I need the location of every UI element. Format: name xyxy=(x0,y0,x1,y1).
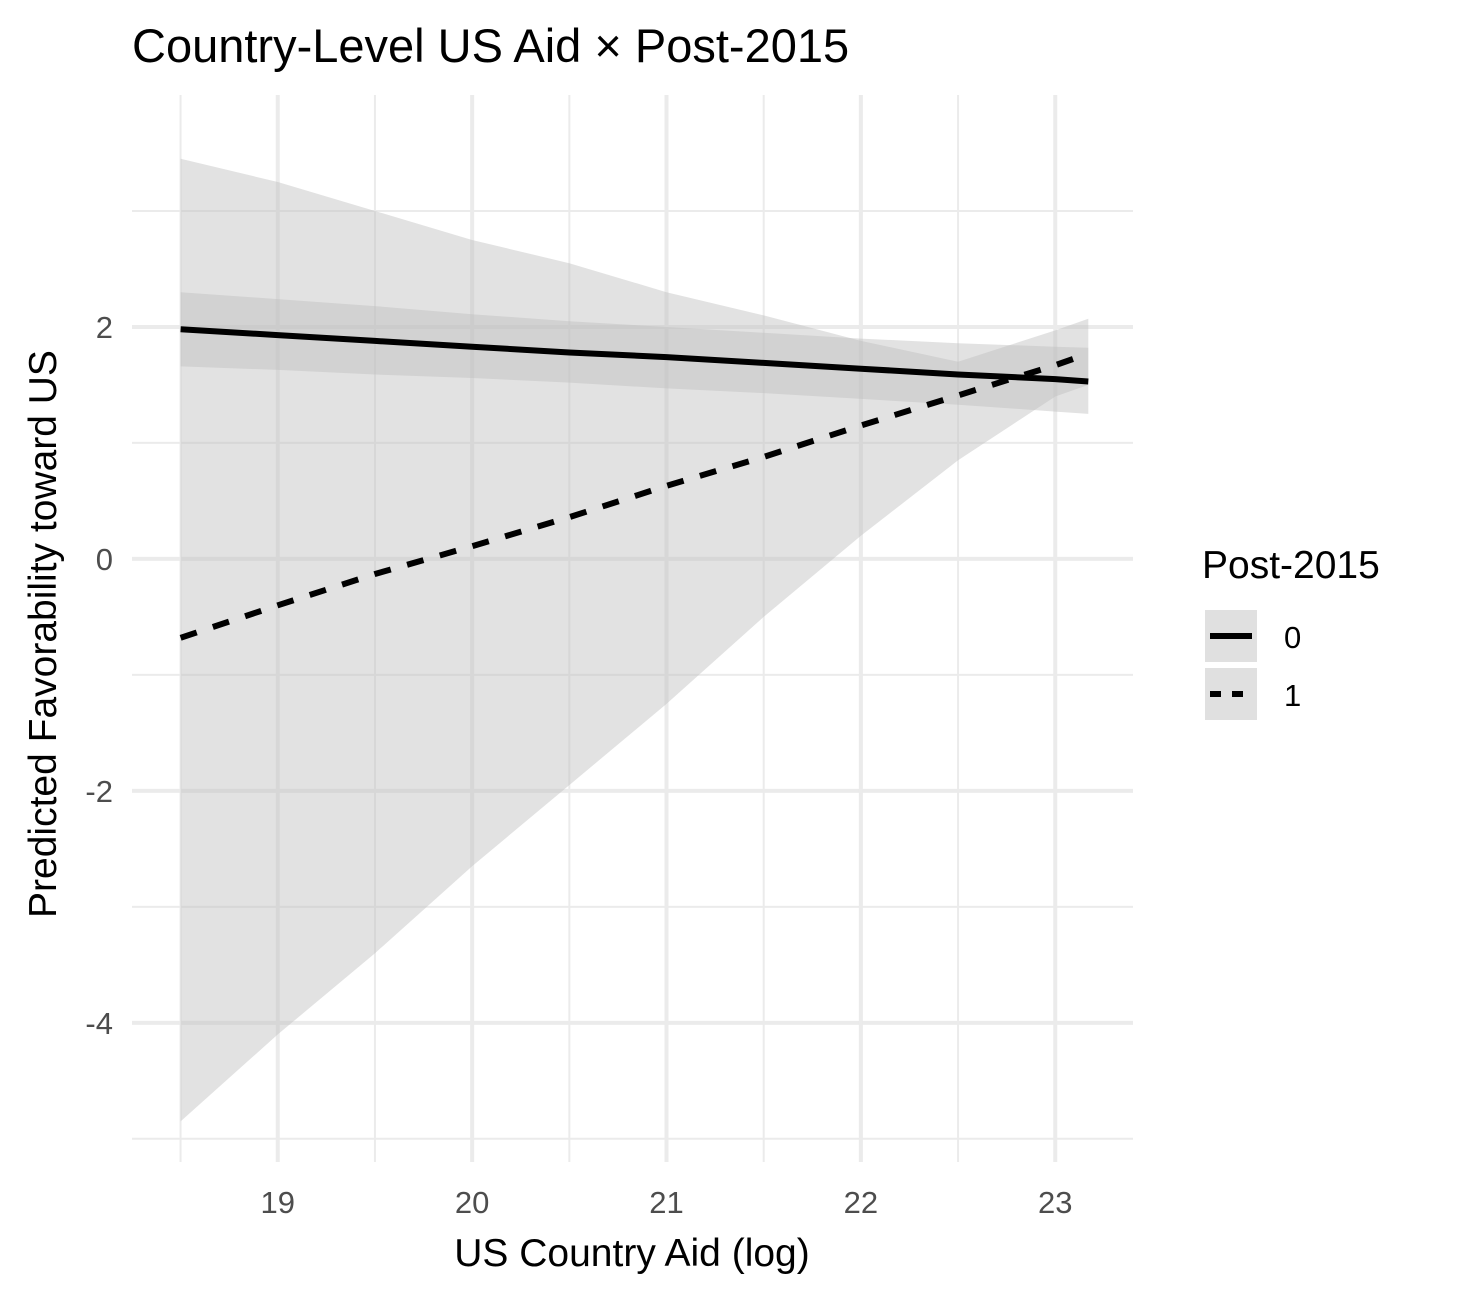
y-tick-label: 0 xyxy=(96,542,113,577)
x-tick-label: 23 xyxy=(1038,1185,1072,1220)
y-tick-label: -4 xyxy=(85,1006,113,1041)
y-tick-label: -2 xyxy=(85,774,113,809)
legend-title: Post-2015 xyxy=(1202,544,1380,587)
y-tick-label: 2 xyxy=(96,310,113,345)
legend-entry-1: 1 xyxy=(1205,668,1301,720)
x-axis-label: US Country Aid (log) xyxy=(454,1232,809,1275)
y-axis-label: Predicted Favorability toward US xyxy=(22,350,65,918)
confidence-ribbon-series-1 xyxy=(180,158,1089,1122)
legend-label: 0 xyxy=(1284,620,1301,655)
x-tick-label: 19 xyxy=(261,1185,295,1220)
series-line-0 xyxy=(180,326,1089,385)
legend-label: 1 xyxy=(1284,678,1301,713)
y-tick-labels: -4 -2 0 2 xyxy=(85,310,113,1041)
series-lines xyxy=(179,326,1090,641)
legend: Post-2015 0 1 xyxy=(1202,544,1380,720)
x-tick-label: 21 xyxy=(649,1185,683,1220)
x-tick-label: 20 xyxy=(455,1185,489,1220)
x-tick-labels: 19 20 21 22 23 xyxy=(261,1185,1073,1220)
confidence-ribbons xyxy=(180,158,1089,1122)
legend-entry-0: 0 xyxy=(1205,610,1301,662)
x-tick-label: 22 xyxy=(844,1185,878,1220)
chart-title: Country-Level US Aid × Post-2015 xyxy=(132,19,849,72)
grid xyxy=(132,95,1133,1162)
series-line-1 xyxy=(179,350,1090,641)
